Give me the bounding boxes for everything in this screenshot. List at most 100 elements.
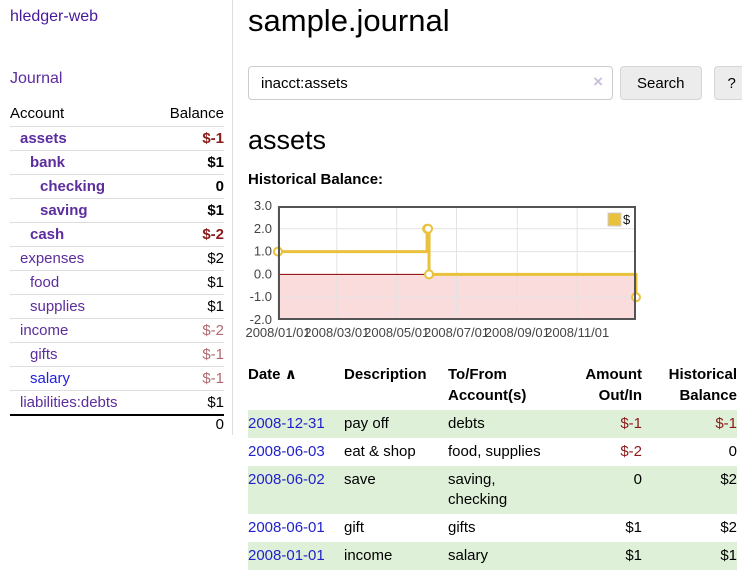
account-link[interactable]: supplies [30,298,86,315]
account-link[interactable]: income [20,322,69,339]
search-input[interactable] [248,66,613,100]
transaction-balance: $-1 [715,415,737,432]
accounts-col-balance: Balance [169,105,224,122]
sidebar-account-row: income $-2 [10,318,224,343]
account-link[interactable]: saving [40,202,88,219]
register-header-row: Date ∧ Description To/From Account(s) Am… [248,362,737,410]
search-input-wrap: × [248,66,613,100]
sidebar-account-row: supplies $1 [10,294,224,319]
app-title-link[interactable]: hledger-web [10,8,99,25]
sidebar-account-row: cash $-2 [10,222,224,247]
search-form: × Search ? [248,66,742,100]
svg-text:2008/01/01: 2008/01/01 [245,325,310,340]
account-link[interactable]: checking [40,178,106,195]
transaction-description: gift [344,519,365,536]
historical-balance-chart: 3.0 2.0 1.0 0.0 -1.0 -2.02008/01/012008/03/01… [245,198,641,340]
sidebar-account-row: bank $1 [10,150,224,175]
transaction-balance: $2 [720,471,737,488]
sidebar-account-row: saving $1 [10,198,224,223]
accounts-total-value: 0 [152,414,224,433]
transaction-amount: $-1 [620,415,642,432]
account-balance: $2 [152,246,224,271]
transaction-date-link[interactable]: 2008-12-31 [248,415,325,432]
sidebar-account-row: food $1 [10,270,224,295]
clear-search-icon[interactable]: × [593,72,603,91]
sidebar-account-row: liabilities:debts $1 [10,390,224,415]
account-balance: $1 [152,150,224,175]
col-date[interactable]: Date ∧ [248,366,297,383]
table-row: 2008-01-01 income salary $1 $1 [248,542,737,570]
transaction-balance: $2 [720,519,737,536]
account-balance: $-2 [152,318,224,343]
account-balance: $-1 [152,126,224,151]
account-link[interactable]: gifts [30,346,58,363]
transaction-accounts: food, supplies [448,443,541,460]
page: hledger-web Journal Account Balance asse… [0,0,742,570]
account-link[interactable]: salary [30,370,71,387]
account-link[interactable]: food [30,274,60,291]
svg-text:3.0: 3.0 [254,198,272,213]
transaction-description: eat & shop [344,443,416,460]
col-accounts: To/From Account(s) [448,366,527,404]
accounts-total-spacer [10,414,153,433]
transaction-date-link[interactable]: 2008-06-01 [248,519,325,536]
svg-text:2.0: 2.0 [254,221,272,236]
transaction-date-link[interactable]: 2008-01-01 [248,547,325,564]
transaction-date-link[interactable]: 2008-06-02 [248,471,325,488]
page-title: sample.journal [248,3,450,38]
table-row: 2008-06-03 eat & shop food, supplies $-2… [248,438,737,466]
account-link[interactable]: assets [20,130,67,147]
transaction-balance: 0 [728,443,737,460]
accounts-total-row: 0 [10,414,224,433]
col-description: Description [344,366,427,383]
svg-text:2008/07/01: 2008/07/01 [424,325,489,340]
sidebar-item-journal[interactable]: Journal [10,70,63,87]
sidebar-account-row: gifts $-1 [10,342,224,367]
account-balance: $1 [152,198,224,223]
transaction-date-link[interactable]: 2008-06-03 [248,443,325,460]
sort-asc-icon: ∧ [284,366,297,383]
accounts-table: Account Balance assets $-1 bank $1 check… [10,102,224,433]
account-link[interactable]: expenses [20,250,85,267]
sidebar-account-row: salary $-1 [10,366,224,391]
search-help-button[interactable]: ? [713,66,742,100]
transaction-amount: $-2 [620,443,642,460]
table-row: 2008-12-31 pay off debts $-1 $-1 [248,410,737,438]
search-button[interactable]: Search [620,66,702,100]
account-link[interactable]: cash [30,226,65,243]
svg-text:0.0: 0.0 [254,266,272,281]
account-balance: $-2 [152,222,224,247]
svg-text:2008/03/01: 2008/03/01 [304,325,369,340]
register-body: 2008-12-31 pay off debts $-1 $-1 2008-06… [248,410,737,570]
svg-text:-2.0: -2.0 [250,312,272,327]
transaction-amount: $1 [625,547,642,564]
account-link[interactable]: liabilities:debts [20,394,118,411]
accounts-col-account: Account [10,105,65,122]
sidebar-account-row: checking 0 [10,174,224,199]
transaction-amount: $1 [625,519,642,536]
svg-text:1.0: 1.0 [254,244,272,259]
transaction-balance: $1 [720,547,737,564]
svg-text:2008/11/01: 2008/11/01 [545,325,609,340]
table-row: 2008-06-01 gift gifts $1 $2 [248,514,737,542]
account-link[interactable]: bank [30,154,66,171]
svg-text:$: $ [623,212,631,227]
main-content: sample.journal × Search ? assets Histori… [233,0,742,570]
transaction-accounts: salary [448,547,489,564]
account-balance: 0 [152,174,224,199]
transaction-accounts: debts [448,415,485,432]
account-balance: $1 [152,270,224,295]
sidebar-account-row: assets $-1 [10,126,224,151]
table-row: 2008-06-02 save saving, checking 0 $2 [248,466,737,514]
account-heading: assets [248,125,327,155]
transaction-description: save [344,471,376,488]
svg-text:2008/09/01: 2008/09/01 [485,325,550,340]
account-balance: $1 [152,294,224,319]
sidebar: hledger-web Journal Account Balance asse… [0,0,233,435]
transaction-accounts: gifts [448,519,476,536]
sidebar-account-row: expenses $2 [10,246,224,271]
chart-heading: Historical Balance: [248,171,384,188]
transaction-description: income [344,547,393,564]
svg-text:2008/05/01: 2008/05/01 [364,325,429,340]
col-balance: Historical Balance [668,366,737,404]
